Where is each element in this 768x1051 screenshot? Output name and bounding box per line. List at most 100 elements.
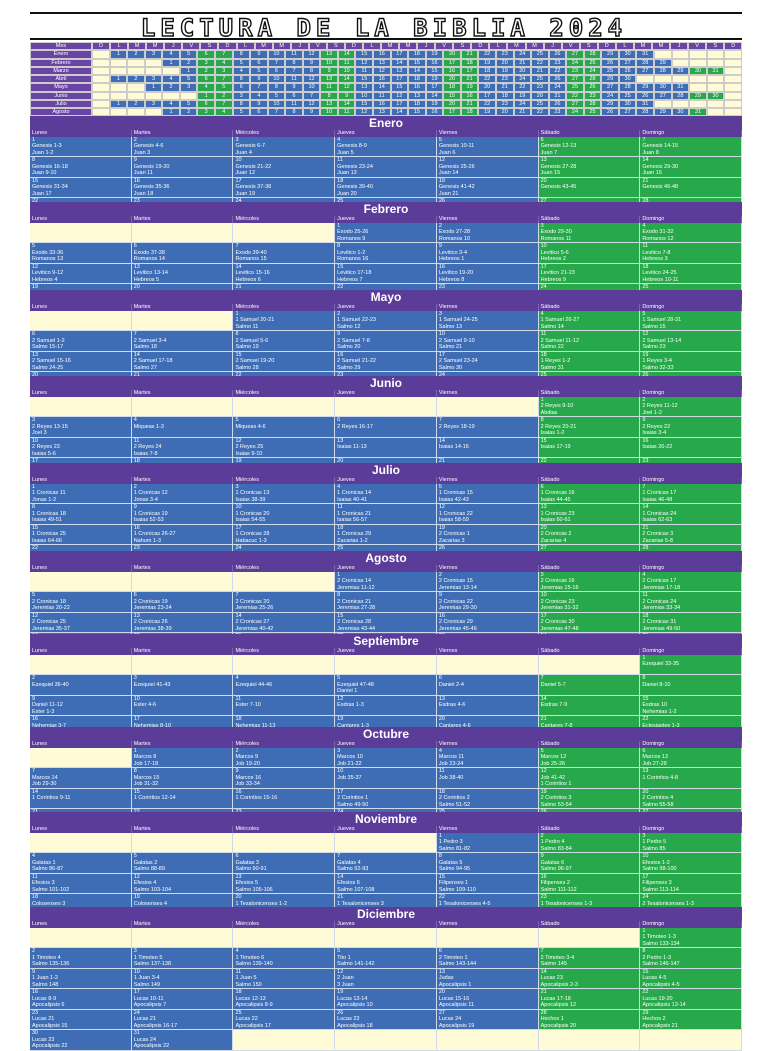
reading-line: 1 Samuel 26-27 xyxy=(540,317,580,323)
reading-line: Lucas 17-18 xyxy=(540,995,571,1002)
reading-line: Jeremias 13-14 xyxy=(438,584,477,591)
overview-day-cell: 21 xyxy=(513,58,532,67)
reading-line xyxy=(134,688,233,695)
day-cell xyxy=(436,1030,539,1051)
overview-day-header: M xyxy=(254,42,273,51)
day-cell: 17 1 Cronicas 28 Habacuc 1-3 xyxy=(233,524,336,545)
day-number: 1 xyxy=(337,222,341,229)
day-number: 22 xyxy=(32,198,39,204)
day-number: 8 xyxy=(32,504,36,510)
day-cell: 6 Genesis 12-13 Juan 7 xyxy=(538,136,641,157)
day-cell: 9 Levitico 3-4 Hebreos 1 xyxy=(436,243,539,264)
overview-day-cell: 25 xyxy=(566,83,584,92)
day-cell: 12 Esdras 1-3 xyxy=(335,695,437,716)
reading-line: Isaias 56-57 xyxy=(337,517,368,523)
reading-line: Romanos 15 xyxy=(235,256,267,262)
reading-line: Salmo 21 xyxy=(438,344,463,350)
reading-line: 2 Samuel 13-14 xyxy=(642,337,682,344)
overview-day-header: M xyxy=(507,42,526,51)
day-number: 10 xyxy=(337,768,344,774)
day-number: 9 xyxy=(133,157,137,163)
day-cell: 15 Esdras 10 Nehemias 1-2 xyxy=(640,695,743,716)
day-number: 18 xyxy=(438,788,445,795)
day-cell: 15 1 Cronicas 25 Isaias 64-66 xyxy=(30,524,132,545)
reading-line: Job 23-24 xyxy=(438,760,464,767)
day-number: 17 xyxy=(337,788,344,795)
reading-line: Job 35-37 xyxy=(337,774,362,781)
day-number: 2 xyxy=(32,675,36,681)
overview-day-cell: 9 xyxy=(250,75,268,84)
reading-line: Juan 5 xyxy=(337,149,354,156)
weekday-header: Sábado xyxy=(539,741,641,748)
day-cell xyxy=(233,1030,336,1051)
overview-day-cell: 15 xyxy=(443,91,461,100)
reading-line xyxy=(439,781,538,788)
reading-line: Salmo 90-91 xyxy=(235,866,267,872)
day-number: 18 xyxy=(235,989,242,995)
day-cell: 31 Lucas 24 Apocalipsis 22 xyxy=(131,1030,234,1051)
day-cell: 9 Genesis 19-20 Juan 11 xyxy=(131,157,234,178)
day-number: 3 xyxy=(642,832,646,839)
day-number: 26 xyxy=(642,372,649,378)
day-cell: 8 Levitico 1-2 Romanos 16 xyxy=(335,243,437,264)
overview-day-cell: 19 xyxy=(513,91,532,100)
reading-line: Levitico 24-25 xyxy=(642,270,677,276)
day-number: 19 xyxy=(540,788,547,795)
day-number: 2 xyxy=(438,571,442,578)
day-number: 9 xyxy=(642,417,646,423)
day-cell: 17 Levitico 21-23 Hebreos 9 xyxy=(538,263,641,284)
reading-line: Job 29-30 xyxy=(32,781,57,787)
reading-line: Galatas 3 xyxy=(235,859,259,866)
reading-line xyxy=(235,585,334,592)
day-number: 6 xyxy=(235,853,239,859)
reading-line xyxy=(337,709,436,716)
day-cell: 2 Ezequiel 36-40 xyxy=(30,675,132,696)
day-number: 7 xyxy=(642,136,646,143)
reading-line: Juan 14 xyxy=(438,170,459,176)
reading-line: Apocalipsis 19 xyxy=(438,1022,475,1029)
day-number: 11 xyxy=(540,331,547,337)
day-number: 22 xyxy=(337,284,344,290)
overview-day-cell: 25 xyxy=(583,108,602,117)
reading-line: Esdras 1-3 xyxy=(337,702,364,708)
reading-line: Zacarias 4 xyxy=(540,537,567,544)
reading-line: Marcos 16 xyxy=(235,774,262,781)
reading-line xyxy=(439,451,538,458)
day-cell: 16 Lucas 8-9 Apocalipsis 6 xyxy=(30,989,132,1010)
day-number: 27 xyxy=(438,1009,445,1016)
title-rule-top xyxy=(30,12,742,14)
day-number: 14 xyxy=(642,157,649,163)
day-number: 4 xyxy=(642,222,646,229)
day-number: 19 xyxy=(642,351,649,358)
day-cell: 5 Genesis 10-11 Juan 6 xyxy=(436,136,539,157)
overview-day-cell: 11 xyxy=(320,83,338,92)
overview-day-cell: 25 xyxy=(601,66,619,75)
overview-day-cell: 1 xyxy=(197,91,215,100)
overview-day-cell: 19 xyxy=(478,108,496,117)
day-cell: 5 Exodo 33-36 Romanos 13 xyxy=(30,243,132,264)
day-number: 19 xyxy=(337,716,344,722)
overview-day-cell: 7 xyxy=(267,108,286,117)
overview-day-cell: 9 xyxy=(285,83,303,92)
overview-day-header: V xyxy=(435,42,454,51)
day-cell: 9 Daniel 11-12 Ester 1-3 xyxy=(30,695,132,716)
day-cell: 10 2 Cronicas 23 Jeremias 31-32 xyxy=(538,592,641,613)
day-cell: 13 2 Cronicas 26 Jeremias 38-39 xyxy=(131,612,234,633)
month-title: Septiembre xyxy=(30,634,742,648)
day-number: 16 xyxy=(540,873,547,880)
day-number: 10 xyxy=(642,853,649,859)
day-cell: 17 2 Cronicas 30 Jeremias 47-48 xyxy=(538,612,641,633)
reading-line: Isaias 20-22 xyxy=(642,444,673,450)
day-number: 17 xyxy=(438,351,445,358)
overview-day-cell: 6 xyxy=(267,66,286,75)
